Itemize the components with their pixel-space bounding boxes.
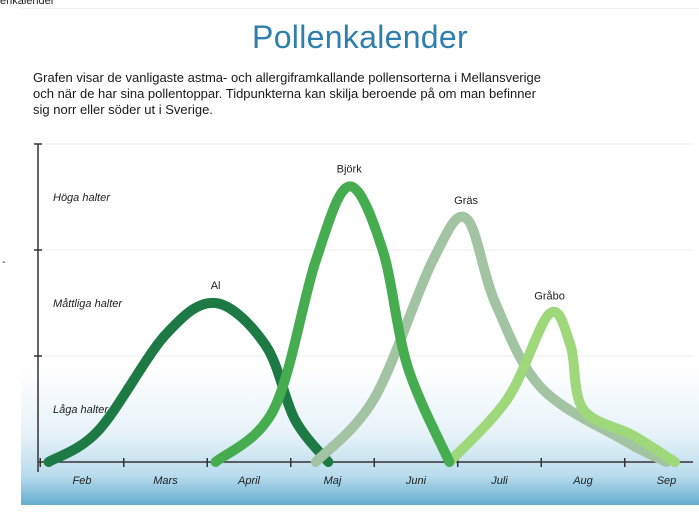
- series-line-gräs: [310, 211, 672, 467]
- top-caption: enkalender: [0, 0, 55, 7]
- chart-title: Pollenkalender: [252, 19, 468, 55]
- chart-description: Grafen visar de vanligaste astma- och al…: [33, 70, 633, 118]
- series-label: Björk: [337, 163, 363, 175]
- y-level-label: Låga halter: [53, 404, 109, 416]
- pollen-calendar-panel: Pollenkalender Grafen visar de vanligast…: [21, 8, 699, 505]
- x-tick-label: Aug: [572, 475, 593, 487]
- x-tick-label: April: [237, 475, 261, 487]
- description-line: och när de har sina pollentoppar. Tidpun…: [33, 86, 536, 101]
- series-line-gråbo: [444, 306, 680, 467]
- x-tick-label: Juni: [405, 475, 427, 487]
- x-tick-label: Mars: [153, 475, 178, 487]
- description-line: Grafen visar de vanligaste astma- och al…: [33, 70, 541, 85]
- series-label: Gråbo: [534, 291, 565, 303]
- series-label: Gräs: [454, 195, 478, 207]
- x-tick-label: Maj: [324, 475, 342, 487]
- series-line-björk: [210, 181, 455, 467]
- series-label: Al: [211, 280, 221, 292]
- x-tick-label: Feb: [73, 475, 92, 487]
- side-mark: -: [2, 256, 6, 268]
- x-tick-label: Juli: [490, 475, 508, 487]
- pollen-chart: Låga halter Måttliga halter Höga halter Feb…: [34, 143, 693, 487]
- series-line-al: [43, 297, 334, 467]
- x-tick-label: Sep: [657, 475, 677, 487]
- y-level-label: Måttliga halter: [53, 298, 123, 310]
- y-level-label: Höga halter: [53, 192, 111, 204]
- description-line: sig norr eller söder ut i Sverige.: [33, 102, 213, 117]
